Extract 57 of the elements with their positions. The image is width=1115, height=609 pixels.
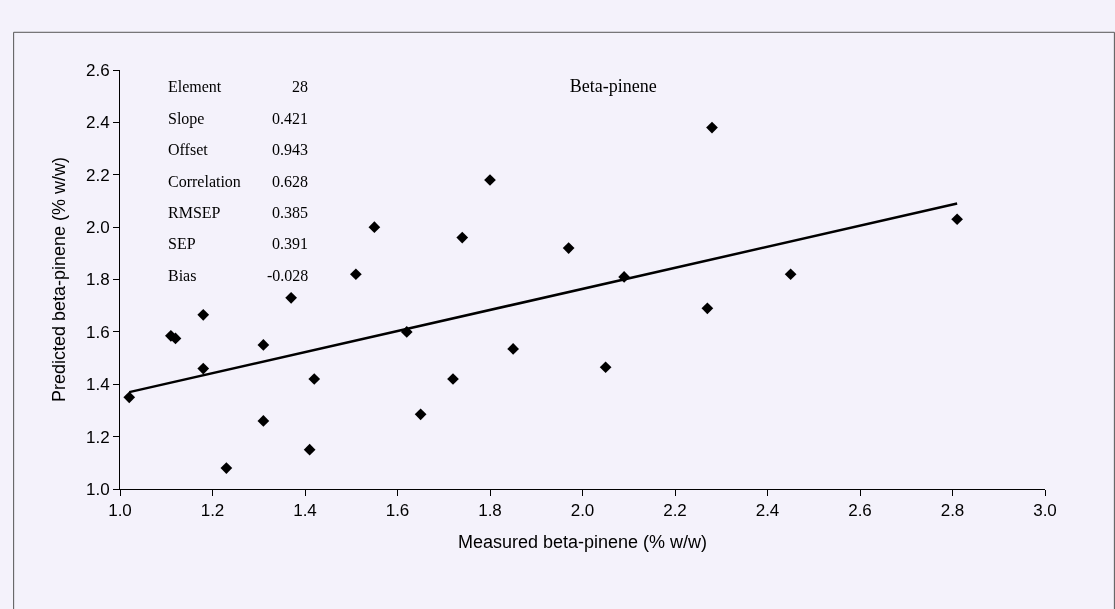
y-tick-label: 1.0 bbox=[85, 479, 110, 499]
x-tick-label: 2.8 bbox=[940, 501, 965, 521]
y-axis-title: Predicted beta-pinene (% w/w) bbox=[49, 156, 70, 403]
y-tick-label: 2.0 bbox=[85, 218, 110, 238]
annotation: 28 bbox=[292, 78, 308, 95]
annotation: 0.391 bbox=[272, 235, 308, 252]
point bbox=[123, 391, 136, 404]
annotation: -0.028 bbox=[267, 267, 309, 284]
point bbox=[599, 361, 612, 374]
point bbox=[197, 309, 210, 321]
point bbox=[784, 268, 797, 281]
annotation: 0.421 bbox=[272, 110, 308, 127]
point bbox=[507, 343, 519, 355]
point bbox=[368, 221, 381, 233]
point bbox=[951, 213, 963, 226]
point bbox=[414, 408, 427, 421]
x-tick-label: 2.2 bbox=[663, 501, 687, 521]
annotation: Correlation bbox=[168, 173, 241, 190]
x-tick-label: 1.4 bbox=[293, 501, 317, 521]
y-tick-label: 1.6 bbox=[85, 322, 110, 342]
x-tick-label: 1.6 bbox=[385, 501, 410, 521]
chart-title: Beta-pinene bbox=[569, 75, 657, 96]
annotation: RMSEP bbox=[168, 204, 221, 221]
annotation: Slope bbox=[168, 110, 205, 128]
x-tick-label: 2.4 bbox=[755, 501, 780, 521]
y-tick-label: 2.4 bbox=[85, 113, 110, 133]
point bbox=[197, 362, 210, 375]
y-tick-label: 2.6 bbox=[85, 60, 110, 80]
point bbox=[308, 373, 321, 385]
x-tick-label: 1.8 bbox=[478, 501, 502, 521]
y-tick-label: 1.4 bbox=[85, 375, 110, 395]
point bbox=[257, 415, 270, 427]
annotation: Offset bbox=[168, 141, 209, 158]
point bbox=[350, 268, 362, 281]
x-tick-label: 2.0 bbox=[570, 501, 595, 521]
point bbox=[220, 462, 233, 474]
y-tick-label: 2.2 bbox=[85, 165, 110, 185]
point bbox=[257, 339, 270, 351]
y-tick-label: 1.2 bbox=[85, 427, 110, 447]
annotation: 0.943 bbox=[272, 141, 308, 158]
x-tick-label: 1.2 bbox=[200, 501, 225, 521]
x-tick-label: 3.0 bbox=[1033, 501, 1057, 521]
annotation: SEP bbox=[168, 235, 196, 252]
point bbox=[562, 242, 575, 254]
annotation: 0.628 bbox=[272, 173, 308, 190]
x-tick-label: 1.0 bbox=[108, 501, 132, 521]
point bbox=[456, 231, 469, 244]
x-tick-label: 2.6 bbox=[848, 501, 872, 521]
annotation: Bias bbox=[168, 267, 197, 284]
point bbox=[285, 291, 297, 304]
annotation: Element bbox=[168, 78, 222, 95]
annotation: 0.385 bbox=[272, 204, 308, 221]
point bbox=[701, 302, 714, 315]
point bbox=[303, 443, 316, 456]
x-axis-title: Measured beta-pinene (% w/w) bbox=[457, 531, 708, 552]
point bbox=[706, 121, 718, 134]
y-tick-label: 1.8 bbox=[85, 270, 110, 290]
